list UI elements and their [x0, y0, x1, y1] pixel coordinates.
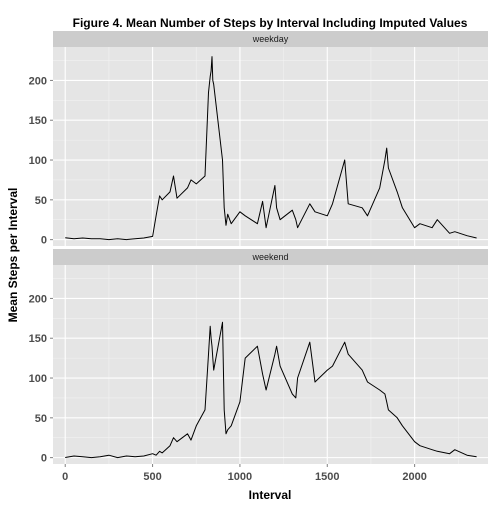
y-tick-label: 50 [35, 195, 47, 207]
y-tick-label: 150 [29, 333, 47, 345]
x-tick-label: 500 [143, 471, 161, 483]
y-tick-label: 0 [41, 235, 47, 247]
y-tick-label: 150 [29, 115, 47, 127]
series-line-weekday [65, 56, 477, 241]
y-tick-label: 50 [35, 413, 47, 425]
y-tick-label: 0 [41, 453, 47, 465]
y-tick-label: 100 [29, 155, 47, 167]
x-tick-label: 1000 [228, 471, 252, 483]
y-tick-label: 200 [29, 75, 47, 87]
panel-weekend: weekend 0 50 100 150 200 [29, 249, 488, 465]
strip-weekend [53, 249, 488, 265]
x-tick-label: 0 [62, 471, 68, 483]
y-tick-label: 100 [29, 373, 47, 385]
series-line-weekend [65, 321, 477, 459]
y-tick-label: 200 [29, 293, 47, 305]
panel-background-weekday [53, 47, 488, 246]
strip-weekday [53, 31, 488, 47]
x-tick-label: 2000 [402, 471, 426, 483]
panel-weekday: weekday 0 50 100 150 200 [29, 31, 488, 247]
chart-title: Figure 4. Mean Number of Steps by Interv… [73, 16, 468, 30]
x-tick-label: 1500 [315, 471, 339, 483]
y-axis-title: Mean Steps per Interval [6, 188, 20, 323]
x-axis: 0 500 1000 1500 2000 [62, 464, 427, 483]
x-axis-title: Interval [249, 488, 292, 502]
panel-background-weekend [53, 265, 488, 464]
strip-label-weekday: weekday [252, 34, 289, 44]
strip-label-weekend: weekend [251, 252, 288, 262]
